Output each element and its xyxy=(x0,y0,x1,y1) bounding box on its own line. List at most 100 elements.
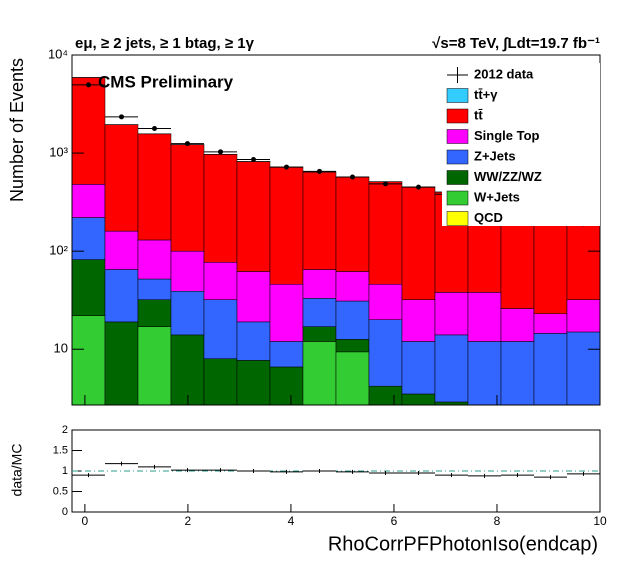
histogram-bar xyxy=(335,300,370,340)
histogram-bar xyxy=(203,154,238,263)
histogram-bar xyxy=(236,360,271,406)
x-tick-label: 4 xyxy=(288,514,295,528)
y-axis-label: Number of Events xyxy=(7,58,27,202)
histogram-bar xyxy=(335,271,370,302)
histogram-bar xyxy=(335,351,370,406)
histogram-bar xyxy=(467,341,502,406)
histogram-bar xyxy=(137,278,172,300)
histogram-bar xyxy=(203,299,238,359)
histogram-bar xyxy=(335,339,370,353)
y-tick-label: 10 xyxy=(54,341,68,356)
x-tick-label: 2 xyxy=(185,514,192,528)
y-tick-label: 10⁴ xyxy=(48,46,68,61)
data-point xyxy=(251,157,256,163)
histogram-bar xyxy=(104,124,139,232)
legend-label: tt̄+γ xyxy=(474,87,498,102)
histogram-bar xyxy=(533,313,568,334)
histogram-bar xyxy=(434,334,469,403)
y-tick-label: 0 xyxy=(62,506,68,518)
histogram-bar xyxy=(566,299,601,333)
legend-swatch xyxy=(446,88,469,103)
histogram-bar xyxy=(467,292,502,342)
legend-swatch xyxy=(446,190,469,206)
legend-label: Z+Jets xyxy=(474,148,516,163)
histogram-bar xyxy=(203,262,238,300)
legend: 2012 data tt̄+γ tt̄ Single Top Z+Jets WW/ZZ/W… xyxy=(442,63,600,226)
legend-box xyxy=(442,63,600,226)
legend-label: QCD xyxy=(474,210,503,225)
histogram-bar xyxy=(434,292,469,336)
x-tick-label: 6 xyxy=(391,514,398,528)
histogram-bar xyxy=(236,271,271,323)
y-tick-label: 1 xyxy=(62,465,68,477)
chart-title: eμ, ≥ 2 jets, ≥ 1 btag, ≥ 1γ xyxy=(75,35,255,52)
histogram-bar xyxy=(170,250,205,292)
plot-frame xyxy=(71,54,601,406)
x-tick-label: 0 xyxy=(82,514,89,528)
chart-subtitle: √s=8 TeV, ∫Ldt=19.7 fb⁻¹ xyxy=(432,35,600,52)
histogram-bar xyxy=(302,298,337,327)
histogram-bar xyxy=(269,283,304,342)
data-point xyxy=(152,126,157,132)
histogram-bar xyxy=(236,321,271,361)
data-point xyxy=(383,181,388,187)
histogram-bar xyxy=(368,283,403,320)
histogram-bar xyxy=(269,366,304,406)
annotation: CMS Preliminary xyxy=(98,72,234,91)
histogram-bar xyxy=(71,184,106,218)
y-tick-label: 2 xyxy=(62,424,68,436)
legend-label: 2012 data xyxy=(474,66,534,81)
histogram-bar xyxy=(302,341,337,406)
legend-label: tt̄ xyxy=(474,107,483,122)
histogram-bar xyxy=(368,181,403,285)
histogram-bar xyxy=(533,333,568,406)
ratio-y-axis-label: data/MC xyxy=(9,444,25,497)
histogram-bar xyxy=(170,144,205,252)
y-tick-label: 1.5 xyxy=(53,444,68,456)
y-tick-label: 10² xyxy=(49,243,68,258)
histogram-bar xyxy=(566,331,601,406)
y-tick-label: 0.5 xyxy=(53,485,68,497)
histogram-bar xyxy=(104,230,139,270)
histogram-bar xyxy=(500,341,535,406)
x-tick-label: 8 xyxy=(494,514,501,528)
histogram-bar xyxy=(71,217,106,260)
legend-swatch xyxy=(446,211,469,226)
histogram-bar xyxy=(137,326,172,406)
x-axis-label: RhoCorrPFPhotonIso(endcap) xyxy=(328,533,598,555)
histogram-bar xyxy=(368,319,403,387)
histogram-bar xyxy=(302,171,337,270)
y-tick-label: 10³ xyxy=(49,145,68,160)
data-point xyxy=(350,174,355,180)
legend-swatch xyxy=(446,170,469,185)
histogram-bar xyxy=(71,77,106,185)
histogram-bar xyxy=(137,299,172,327)
histogram-bar xyxy=(170,334,205,406)
histogram-bar xyxy=(71,259,106,316)
legend-label: WW/ZZ/WZ xyxy=(474,169,542,184)
histogram-bar xyxy=(104,269,139,323)
histogram-bar xyxy=(302,326,337,342)
histogram-bar xyxy=(236,161,271,272)
histogram-bar xyxy=(137,239,172,280)
histogram-bar xyxy=(71,315,106,406)
data-point xyxy=(284,164,289,170)
histogram-bar xyxy=(335,176,370,272)
legend-swatch xyxy=(446,149,469,165)
histogram-bar xyxy=(401,393,436,406)
legend-swatch xyxy=(446,108,469,124)
legend-label: W+Jets xyxy=(474,189,520,204)
histogram-bar xyxy=(368,385,403,406)
histogram-bar xyxy=(137,133,172,241)
histogram-bar xyxy=(401,186,436,300)
data-point xyxy=(317,168,322,174)
histogram-bar xyxy=(533,211,568,315)
histogram-bar xyxy=(269,341,304,368)
histogram-bar xyxy=(401,299,436,342)
legend-label: Single Top xyxy=(474,128,540,143)
histogram-bar xyxy=(401,341,436,395)
x-tick-label: 10 xyxy=(593,514,607,528)
histogram-bar xyxy=(269,166,304,285)
data-point xyxy=(119,114,124,120)
